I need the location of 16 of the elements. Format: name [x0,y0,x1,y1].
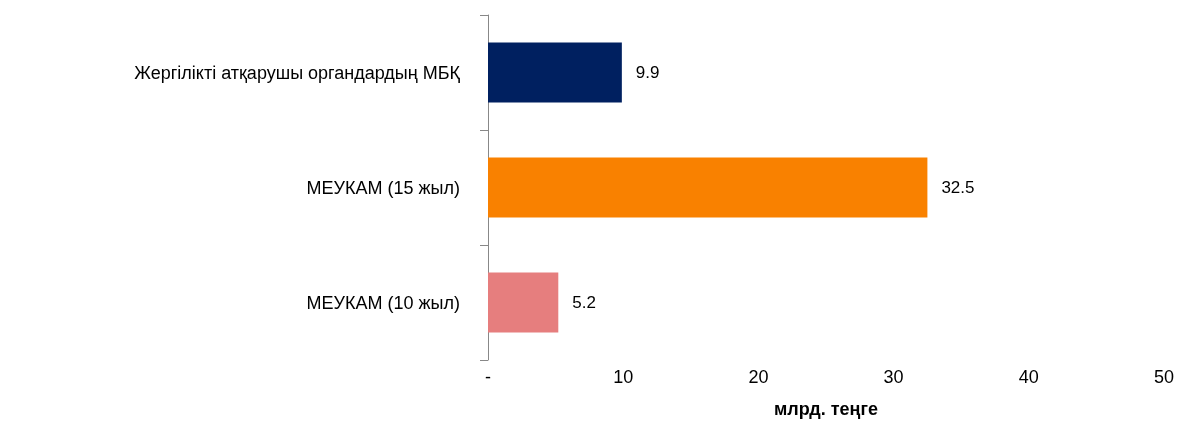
x-tick-label: 50 [1153,367,1175,387]
y-tick-label: Жергілікті атқарушы органдардың МБҚ [134,62,461,83]
x-axis-title: млрд. теңге [774,399,878,419]
x-tick-label: - [485,367,491,387]
bar [488,42,622,103]
y-tick-label: МЕУКАМ (10 жыл) [306,292,460,313]
x-tick-label: 40 [1018,367,1039,387]
bar [488,272,559,333]
x-tick-label: 10 [613,367,634,387]
x-tick-label: 20 [748,367,769,387]
y-tick-label: МЕУКАМ (15 жыл) [306,177,460,198]
data-label: 9.9 [635,63,660,82]
bar [488,157,928,218]
data-label: 5.2 [572,293,596,312]
data-label: 32.5 [941,178,975,197]
x-tick-label: 30 [883,367,904,387]
